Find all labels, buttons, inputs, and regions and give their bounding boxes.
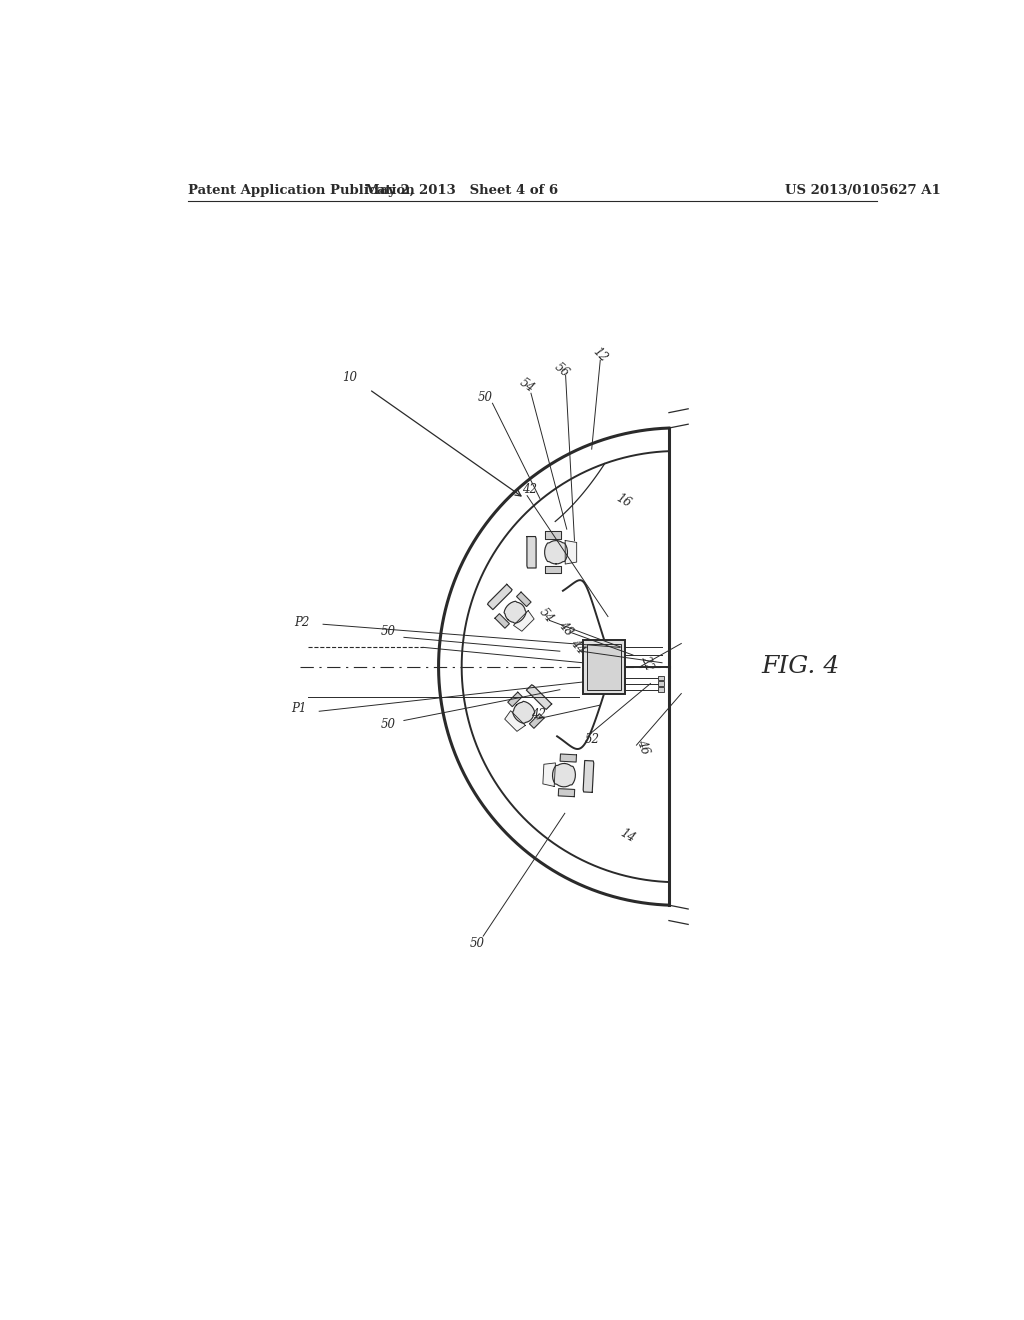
Text: 14: 14 xyxy=(617,826,637,845)
Polygon shape xyxy=(508,692,522,706)
Text: 52: 52 xyxy=(585,733,600,746)
Text: P2: P2 xyxy=(294,616,309,630)
Polygon shape xyxy=(495,614,509,628)
Polygon shape xyxy=(545,541,567,564)
Text: 22: 22 xyxy=(638,653,655,672)
Text: P1: P1 xyxy=(291,702,306,714)
Text: 48: 48 xyxy=(556,618,575,638)
Polygon shape xyxy=(529,714,544,729)
Polygon shape xyxy=(584,760,594,792)
Bar xyxy=(658,676,665,681)
Text: 10: 10 xyxy=(342,371,357,384)
Text: 46: 46 xyxy=(634,738,651,756)
Polygon shape xyxy=(513,701,535,723)
Text: 50: 50 xyxy=(381,626,396,639)
Polygon shape xyxy=(560,754,577,762)
Text: 42: 42 xyxy=(522,483,537,496)
Text: Patent Application Publication: Patent Application Publication xyxy=(188,185,415,197)
Polygon shape xyxy=(527,536,537,568)
Polygon shape xyxy=(545,532,560,539)
Bar xyxy=(583,640,626,693)
Polygon shape xyxy=(558,788,574,797)
Text: 44: 44 xyxy=(567,636,587,656)
Bar xyxy=(658,681,665,686)
Polygon shape xyxy=(516,593,531,607)
Polygon shape xyxy=(513,611,535,631)
Text: 56: 56 xyxy=(552,360,571,380)
Bar xyxy=(587,644,622,689)
Text: May 2, 2013   Sheet 4 of 6: May 2, 2013 Sheet 4 of 6 xyxy=(366,185,558,197)
Text: 16: 16 xyxy=(613,491,633,511)
Text: FIG. 4: FIG. 4 xyxy=(761,655,840,678)
Text: 54: 54 xyxy=(537,606,556,626)
Text: US 2013/0105627 A1: US 2013/0105627 A1 xyxy=(785,185,941,197)
Polygon shape xyxy=(505,710,525,731)
Polygon shape xyxy=(565,540,577,564)
Text: 50: 50 xyxy=(381,718,396,731)
Text: 50: 50 xyxy=(470,937,484,950)
Text: 54: 54 xyxy=(517,376,537,395)
Text: 50: 50 xyxy=(477,391,493,404)
Bar xyxy=(658,688,665,692)
Polygon shape xyxy=(526,685,552,709)
Polygon shape xyxy=(543,763,555,787)
Polygon shape xyxy=(504,601,526,623)
Polygon shape xyxy=(553,763,575,787)
Text: 42: 42 xyxy=(531,708,546,721)
Polygon shape xyxy=(545,566,560,573)
Text: 12: 12 xyxy=(591,345,610,364)
Polygon shape xyxy=(487,585,512,610)
